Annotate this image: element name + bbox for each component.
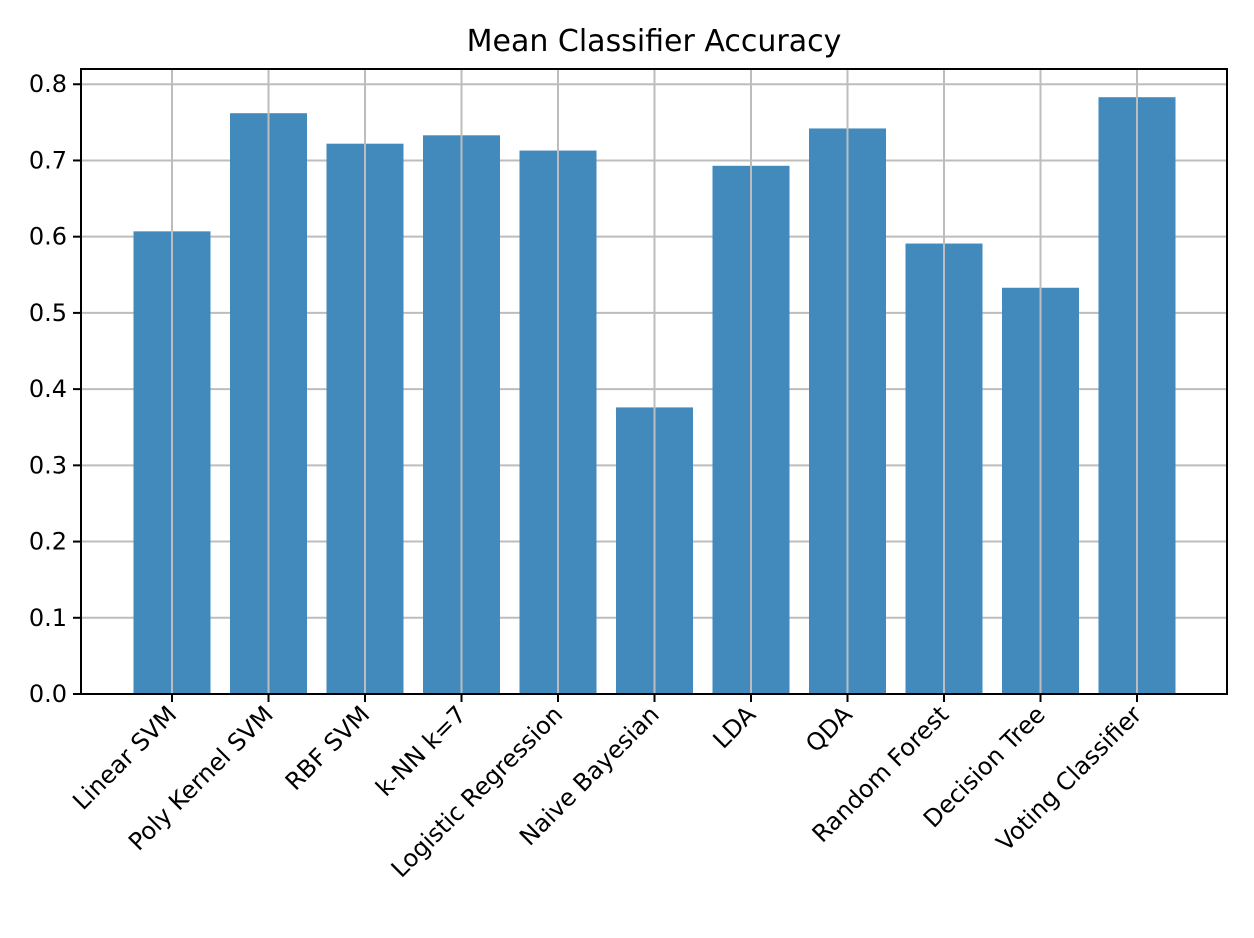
x-tick-label: Logistic Regression — [386, 700, 569, 883]
x-tick-label: LDA — [708, 700, 762, 754]
grid-over-layer — [171, 69, 1138, 694]
y-tick-label: 0.1 — [29, 604, 67, 632]
y-tick-label: 0.5 — [29, 299, 67, 327]
chart-title: Mean Classifier Accuracy — [467, 24, 842, 59]
y-axis-ticks: 0.0 0.1 0.2 0.3 0.4 0.5 0.6 0.7 0.8 — [29, 70, 81, 708]
y-tick-label: 0.0 — [29, 680, 67, 708]
y-tick-label: 0.8 — [29, 70, 67, 98]
y-tick-label: 0.2 — [29, 528, 67, 556]
y-tick-label: 0.3 — [29, 451, 67, 479]
x-tick-label: RBF SVM — [280, 700, 375, 795]
y-tick-label: 0.6 — [29, 223, 67, 251]
x-tick-label: k-NN k=7 — [370, 700, 471, 801]
x-tick-label: QDA — [800, 700, 858, 758]
y-tick-label: 0.4 — [29, 375, 67, 403]
y-tick-label: 0.7 — [29, 146, 67, 174]
